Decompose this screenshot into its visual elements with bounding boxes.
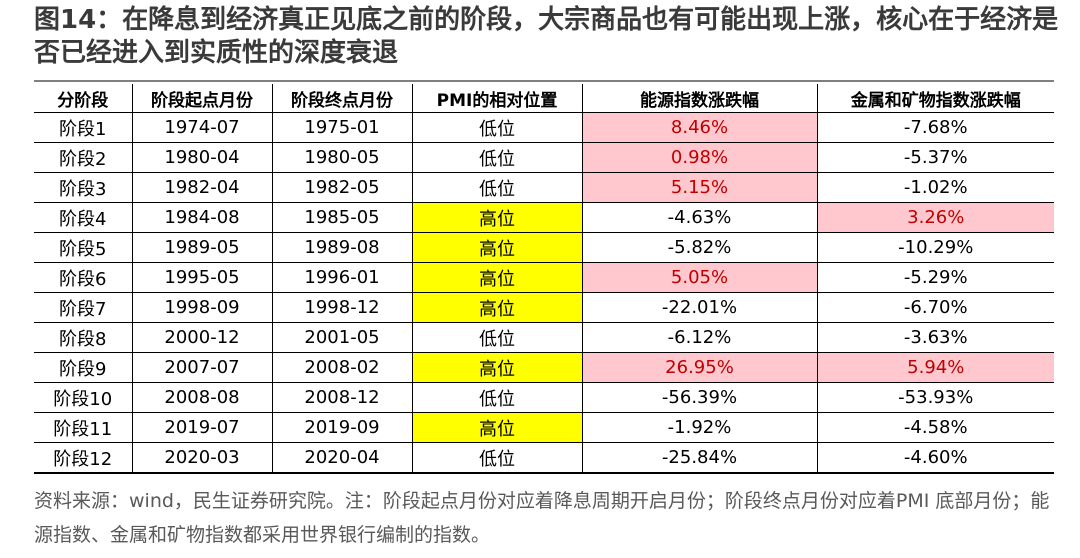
table-row: 阶段3 1982-04 1982-05 低位 5.15% -1.02% [34, 172, 1054, 203]
cell-metal-change: -53.93% [816, 382, 1054, 413]
cell-pmi-position: 高位 [411, 262, 583, 293]
cell-pmi-position: 低位 [411, 172, 583, 203]
table-row: 阶段7 1998-09 1998-12 高位 -22.01% -6.70% [34, 292, 1054, 323]
cell-end-month: 2019-09 [271, 412, 413, 443]
table-row: 阶段11 2019-07 2019-09 高位 -1.92% -4.58% [34, 412, 1054, 443]
header-start-month: 阶段起点月份 [131, 84, 273, 113]
cell-pmi-position: 高位 [411, 352, 583, 383]
cell-pmi-position: 低位 [411, 142, 583, 173]
cell-metal-change: -4.60% [816, 442, 1054, 474]
cell-energy-change: -22.01% [581, 292, 818, 323]
cell-stage: 阶段12 [34, 442, 133, 474]
cell-stage: 阶段11 [34, 412, 133, 443]
cell-energy-change: -5.82% [581, 232, 818, 263]
header-stage: 分阶段 [34, 84, 133, 113]
header-end-month: 阶段终点月份 [271, 84, 413, 113]
cell-energy-change: -4.63% [581, 202, 818, 233]
cell-stage: 阶段7 [34, 292, 133, 323]
cell-stage: 阶段9 [34, 352, 133, 383]
cell-metal-change: -10.29% [816, 232, 1054, 263]
cell-metal-change: -3.63% [816, 322, 1054, 353]
cell-start-month: 2008-08 [131, 382, 273, 413]
table-row: 阶段10 2008-08 2008-12 低位 -56.39% -53.93% [34, 382, 1054, 413]
cell-start-month: 1982-04 [131, 172, 273, 203]
table-row: 阶段12 2020-03 2020-04 低位 -25.84% -4.60% [34, 442, 1054, 474]
table-row: 阶段9 2007-07 2008-02 高位 26.95% 5.94% [34, 352, 1054, 383]
cell-metal-change: -7.68% [816, 112, 1054, 143]
cell-stage: 阶段6 [34, 262, 133, 293]
cell-stage: 阶段2 [34, 142, 133, 173]
header-metal-change: 金属和矿物指数涨跌幅 [816, 84, 1054, 113]
cell-end-month: 2001-05 [271, 322, 413, 353]
source-note: 资料来源：wind，民生证券研究院。注：阶段起点月份对应着降息周期开启月份；阶段… [34, 490, 1050, 546]
table-header-row: 分阶段 阶段起点月份 阶段终点月份 PMI的相对位置 能源指数涨跌幅 金属和矿物… [34, 84, 1054, 113]
cell-metal-change: -5.37% [816, 142, 1054, 173]
cell-energy-change: 26.95% [581, 352, 818, 383]
table-row: 阶段2 1980-04 1980-05 低位 0.98% -5.37% [34, 142, 1054, 173]
cell-energy-change: -25.84% [581, 442, 818, 474]
cell-start-month: 1998-09 [131, 292, 273, 323]
cell-energy-change: 5.05% [581, 262, 818, 293]
cell-start-month: 2000-12 [131, 322, 273, 353]
cell-start-month: 2019-07 [131, 412, 273, 443]
cell-pmi-position: 高位 [411, 292, 583, 323]
cell-energy-change: 8.46% [581, 112, 818, 143]
cell-metal-change: -6.70% [816, 292, 1054, 323]
cell-metal-change: -5.29% [816, 262, 1054, 293]
cell-end-month: 1989-08 [271, 232, 413, 263]
table-row: 阶段1 1974-07 1975-01 低位 8.46% -7.68% [34, 112, 1054, 143]
cell-end-month: 2008-12 [271, 382, 413, 413]
cell-metal-change: -4.58% [816, 412, 1054, 443]
cell-stage: 阶段5 [34, 232, 133, 263]
header-pmi-position: PMI的相对位置 [411, 84, 583, 113]
cell-energy-change: 5.15% [581, 172, 818, 203]
cell-metal-change: -1.02% [816, 172, 1054, 203]
figure-title: 图14：在降息到经济真正见底之前的阶段，大宗商品也有可能出现上涨，核心在于经济是… [34, 5, 1059, 68]
cell-end-month: 1996-01 [271, 262, 413, 293]
table-row: 阶段5 1989-05 1989-08 高位 -5.82% -10.29% [34, 232, 1054, 263]
title-divider [34, 80, 1054, 82]
cell-start-month: 1989-05 [131, 232, 273, 263]
cell-energy-change: -1.92% [581, 412, 818, 443]
cell-end-month: 2020-04 [271, 442, 413, 474]
cell-pmi-position: 低位 [411, 322, 583, 353]
cell-end-month: 1985-05 [271, 202, 413, 233]
cell-start-month: 1974-07 [131, 112, 273, 143]
cell-end-month: 1980-05 [271, 142, 413, 173]
cell-stage: 阶段3 [34, 172, 133, 203]
cell-start-month: 1995-05 [131, 262, 273, 293]
cell-pmi-position: 高位 [411, 202, 583, 233]
cell-energy-change: -6.12% [581, 322, 818, 353]
cell-pmi-position: 低位 [411, 112, 583, 143]
table-row: 阶段8 2000-12 2001-05 低位 -6.12% -3.63% [34, 322, 1054, 353]
cell-pmi-position: 高位 [411, 412, 583, 443]
cell-energy-change: 0.98% [581, 142, 818, 173]
cell-stage: 阶段4 [34, 202, 133, 233]
cell-start-month: 2007-07 [131, 352, 273, 383]
cell-end-month: 1975-01 [271, 112, 413, 143]
stage-table: 分阶段 阶段起点月份 阶段终点月份 PMI的相对位置 能源指数涨跌幅 金属和矿物… [34, 84, 1054, 474]
cell-stage: 阶段8 [34, 322, 133, 353]
cell-pmi-position: 高位 [411, 232, 583, 263]
cell-start-month: 2020-03 [131, 442, 273, 474]
cell-start-month: 1980-04 [131, 142, 273, 173]
cell-stage: 阶段10 [34, 382, 133, 413]
table-body: 阶段1 1974-07 1975-01 低位 8.46% -7.68% 阶段2 1980-04… [34, 112, 1054, 474]
cell-pmi-position: 低位 [411, 442, 583, 474]
cell-end-month: 2008-02 [271, 352, 413, 383]
cell-metal-change: 5.94% [816, 352, 1054, 383]
cell-end-month: 1998-12 [271, 292, 413, 323]
cell-start-month: 1984-08 [131, 202, 273, 233]
header-energy-change: 能源指数涨跌幅 [581, 84, 818, 113]
table-row: 阶段6 1995-05 1996-01 高位 5.05% -5.29% [34, 262, 1054, 293]
cell-stage: 阶段1 [34, 112, 133, 143]
cell-end-month: 1982-05 [271, 172, 413, 203]
cell-energy-change: -56.39% [581, 382, 818, 413]
cell-metal-change: 3.26% [816, 202, 1054, 233]
table-row: 阶段4 1984-08 1985-05 高位 -4.63% 3.26% [34, 202, 1054, 233]
cell-pmi-position: 低位 [411, 382, 583, 413]
